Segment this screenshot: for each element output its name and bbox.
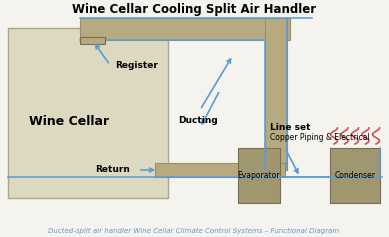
Text: Register: Register (115, 60, 158, 69)
Bar (8, 28, 168, 198)
Text: Ducting: Ducting (178, 115, 218, 124)
Bar (80, 18, 290, 40)
Text: Return: Return (95, 165, 130, 174)
Bar (265, 18, 287, 170)
Text: Wine Cellar Cooling Split Air Handler: Wine Cellar Cooling Split Air Handler (72, 3, 316, 15)
Text: Wine Cellar: Wine Cellar (29, 115, 109, 128)
Bar (155, 163, 285, 177)
Text: Line set: Line set (270, 123, 310, 132)
Text: Ducted-split air handler Wine Cellar Climate Control Systems – Functional Diagra: Ducted-split air handler Wine Cellar Cli… (48, 228, 340, 234)
Bar (80, 37, 105, 44)
Text: Copper Piping & Electrical: Copper Piping & Electrical (270, 132, 370, 141)
Text: Evaporator: Evaporator (238, 171, 280, 180)
Text: Condenser: Condenser (335, 171, 375, 180)
Bar (330, 148, 380, 203)
Bar (238, 148, 280, 203)
